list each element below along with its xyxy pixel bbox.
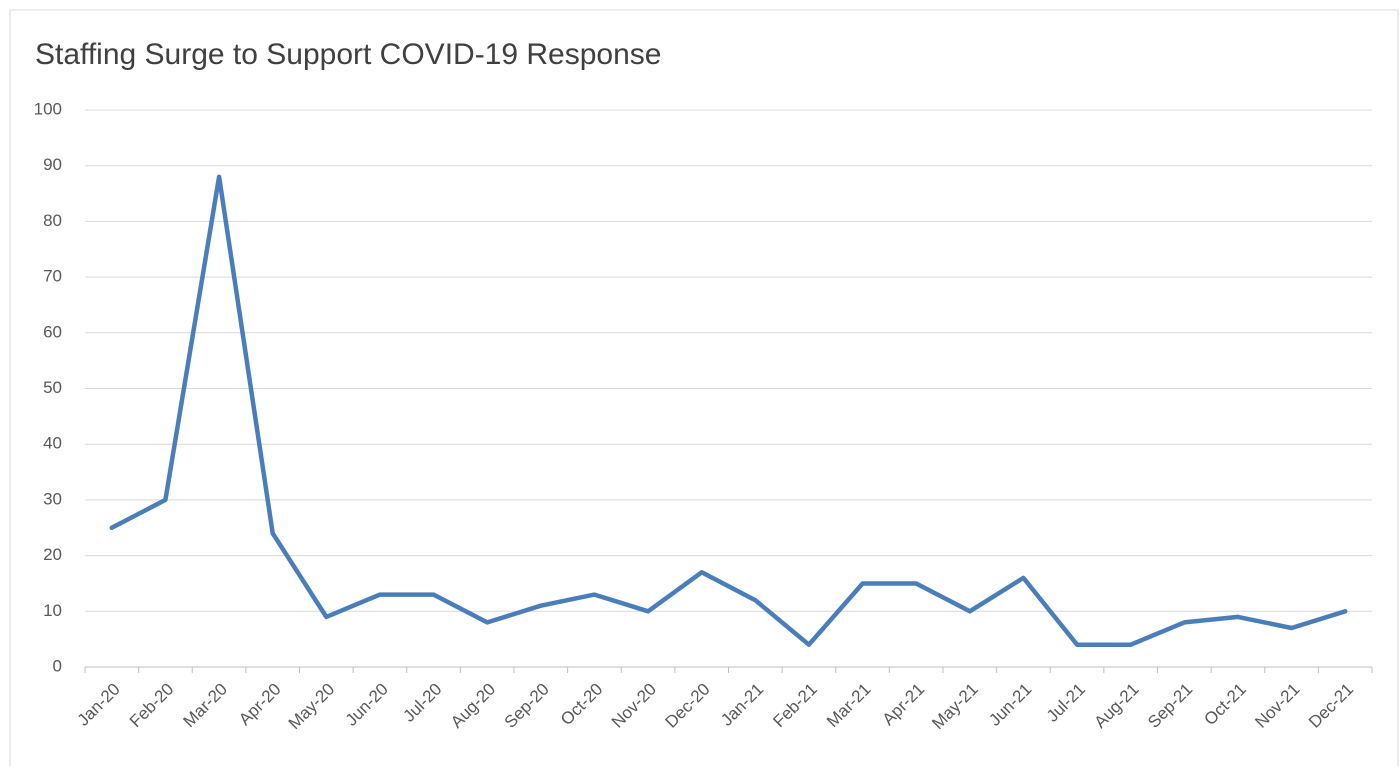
y-tick-label: 70 bbox=[43, 267, 62, 286]
data-line bbox=[109, 174, 1348, 647]
y-tick-label: 80 bbox=[43, 211, 62, 230]
y-tick-label: 30 bbox=[43, 489, 62, 508]
y-tick-label: 60 bbox=[43, 322, 62, 341]
y-tick-label: 0 bbox=[53, 656, 62, 675]
y-tick-label: 40 bbox=[43, 434, 62, 453]
y-tick-label: 10 bbox=[43, 601, 62, 620]
y-tick-label: 90 bbox=[43, 155, 62, 174]
chart-border bbox=[9, 9, 1399, 771]
chart-title: Staffing Surge to Support COVID-19 Respo… bbox=[35, 38, 661, 71]
y-tick-label: 50 bbox=[43, 378, 62, 397]
y-tick-label: 20 bbox=[43, 545, 62, 564]
y-tick-label: 100 bbox=[34, 99, 62, 118]
